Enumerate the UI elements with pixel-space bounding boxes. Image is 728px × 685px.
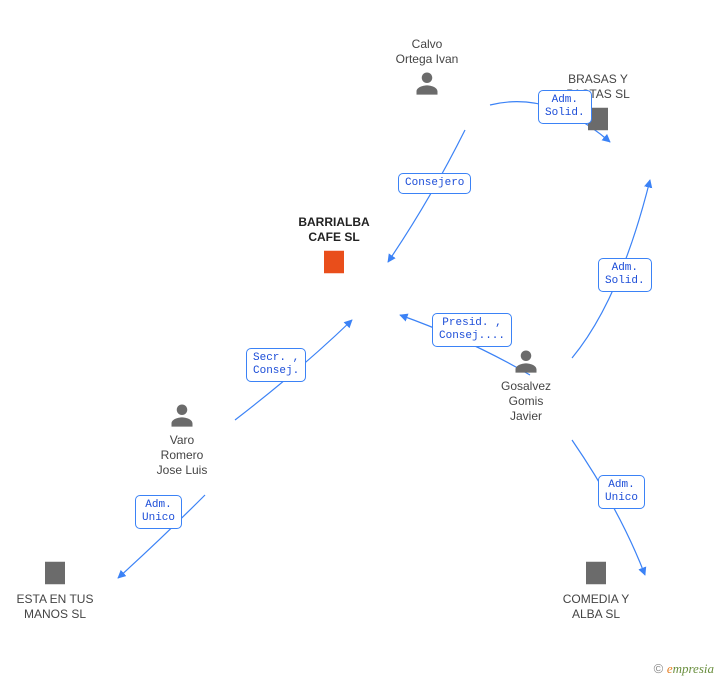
- node-label: Gosalvez Gomis Javier: [486, 379, 566, 424]
- node-gosalvez[interactable]: Gosalvez Gomis Javier: [486, 347, 566, 424]
- node-comedia[interactable]: COMEDIA Y ALBA SL: [546, 558, 646, 622]
- person-icon: [486, 347, 566, 375]
- edge-label-e7: Adm. Unico: [135, 495, 182, 529]
- node-label: ESTA EN TUS MANOS SL: [0, 592, 110, 622]
- node-label: BARRIALBA CAFE SL: [284, 215, 384, 245]
- node-calvo[interactable]: Calvo Ortega Ivan: [382, 37, 472, 97]
- copyright-symbol: ©: [654, 661, 664, 676]
- node-esta[interactable]: ESTA EN TUS MANOS SL: [0, 558, 110, 622]
- node-label: Varo Romero Jose Luis: [142, 433, 222, 478]
- watermark: © empresia: [654, 661, 714, 677]
- person-icon: [142, 401, 222, 429]
- node-label: COMEDIA Y ALBA SL: [546, 592, 646, 622]
- edge-label-e1: Adm. Solid.: [538, 90, 592, 124]
- edge-label-e5: Adm. Unico: [598, 475, 645, 509]
- edge-e2: [388, 130, 465, 262]
- edge-label-e3: Adm. Solid.: [598, 258, 652, 292]
- building-icon: [546, 558, 646, 588]
- edge-label-e4: Presid. , Consej....: [432, 313, 512, 347]
- node-varo[interactable]: Varo Romero Jose Luis: [142, 401, 222, 478]
- node-barrialba[interactable]: BARRIALBA CAFE SL: [284, 215, 384, 277]
- person-icon: [382, 69, 472, 97]
- building-icon: [284, 247, 384, 277]
- edge-label-e2: Consejero: [398, 173, 471, 194]
- brand-rest: mpresia: [673, 661, 714, 676]
- building-icon: [0, 558, 110, 588]
- edge-label-e6: Secr. , Consej.: [246, 348, 306, 382]
- node-label: Calvo Ortega Ivan: [382, 37, 472, 67]
